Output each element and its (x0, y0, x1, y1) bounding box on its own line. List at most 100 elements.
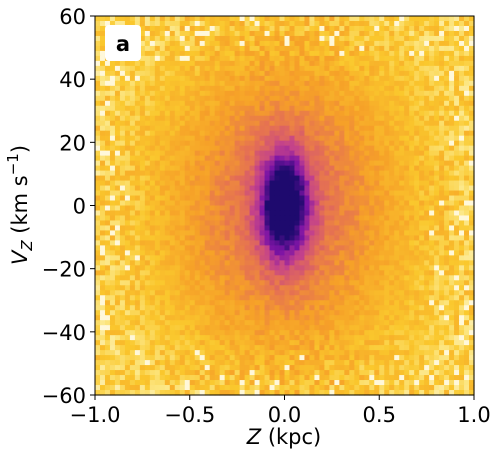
heatmap-cell (359, 265, 365, 271)
heatmap-cell (454, 65, 460, 72)
heatmap-cell (104, 135, 111, 142)
heatmap-cell (374, 255, 380, 261)
heatmap-cell (344, 230, 350, 237)
heatmap-cell (309, 190, 316, 197)
heatmap-cell (309, 90, 316, 97)
heatmap-cell (364, 290, 370, 296)
heatmap-cell (129, 220, 136, 227)
heatmap-cell (199, 325, 206, 331)
heatmap-cell (414, 180, 420, 187)
heatmap-cell (349, 215, 355, 222)
heatmap-cell (454, 95, 460, 102)
heatmap-cell (199, 335, 206, 341)
heatmap-cell (259, 280, 266, 286)
heatmap-cell (364, 16, 370, 22)
heatmap-cell (354, 175, 360, 182)
heatmap-cell (254, 305, 261, 311)
heatmap-cell (444, 55, 450, 62)
heatmap-cell (244, 105, 251, 112)
heatmap-cell (439, 290, 445, 296)
heatmap-cell (449, 245, 455, 251)
heatmap-cell (149, 110, 156, 117)
heatmap-cell (239, 200, 246, 207)
heatmap-cell (184, 105, 191, 112)
heatmap-cell (339, 170, 345, 177)
heatmap-cell (259, 70, 266, 77)
heatmap-cell (359, 275, 365, 281)
heatmap-cell (109, 85, 116, 92)
heatmap-cell (174, 260, 181, 266)
heatmap-cell (174, 80, 181, 87)
heatmap-cell (409, 150, 415, 157)
heatmap-cell (289, 20, 296, 27)
heatmap-cell (324, 160, 330, 167)
heatmap-cell (209, 155, 216, 162)
heatmap-cell (234, 170, 241, 177)
heatmap-cell (389, 40, 395, 47)
heatmap-cell (329, 155, 335, 162)
heatmap-cell (334, 280, 340, 286)
heatmap-cell (369, 110, 375, 117)
heatmap-cell (194, 100, 201, 107)
heatmap-cell (364, 240, 370, 246)
heatmap-cell (149, 85, 156, 92)
heatmap-cell (374, 175, 380, 182)
heatmap-cell (144, 100, 151, 107)
heatmap-cell (179, 335, 186, 341)
heatmap-cell (219, 290, 226, 296)
heatmap-cell (104, 75, 111, 82)
heatmap-cell (174, 195, 181, 202)
heatmap-cell (469, 20, 475, 27)
heatmap-cell (394, 105, 400, 112)
heatmap-cell (229, 320, 236, 326)
heatmap-cell (289, 290, 296, 296)
heatmap-cell (464, 205, 470, 212)
heatmap-cell (164, 50, 171, 57)
heatmap-cell (159, 16, 166, 22)
heatmap-cell (384, 295, 390, 301)
heatmap-cell (129, 290, 136, 296)
heatmap-cell (464, 70, 470, 77)
heatmap-cell (224, 130, 231, 137)
heatmap-cell (289, 150, 296, 157)
heatmap-cell (444, 290, 450, 296)
heatmap-cell (104, 130, 111, 137)
heatmap-cell (424, 50, 430, 57)
heatmap-cell (369, 200, 375, 207)
heatmap-cell (169, 85, 176, 92)
heatmap-cell (304, 280, 311, 286)
heatmap-cell (384, 90, 390, 97)
heatmap-cell (109, 160, 116, 167)
heatmap-cell (109, 140, 116, 147)
heatmap-cell (439, 80, 445, 87)
heatmap-cell (389, 75, 395, 82)
heatmap-cell (269, 75, 276, 82)
heatmap-cell (389, 85, 395, 92)
heatmap-cell (134, 150, 141, 157)
heatmap-cell (124, 205, 131, 212)
heatmap-cell (249, 150, 256, 157)
heatmap-cell (174, 280, 181, 286)
heatmap-cell (214, 190, 221, 197)
heatmap-cell (259, 310, 266, 316)
heatmap-cell (179, 165, 186, 172)
heatmap-cell (364, 160, 370, 167)
heatmap-cell (324, 205, 330, 212)
heatmap-cell (154, 95, 161, 102)
heatmap-cell (139, 270, 146, 276)
heatmap-cell (469, 320, 475, 326)
heatmap-cell (434, 195, 440, 202)
heatmap-cell (399, 305, 405, 311)
heatmap-cell (134, 180, 141, 187)
heatmap-cell (119, 16, 126, 22)
heatmap-cell (204, 160, 211, 167)
heatmap-cell (429, 40, 435, 47)
heatmap-cell (464, 105, 470, 112)
heatmap (95, 16, 475, 396)
heatmap-cell (114, 205, 121, 212)
heatmap-cell (244, 265, 251, 271)
heatmap-cell (239, 70, 246, 77)
heatmap-cell (404, 315, 410, 321)
heatmap-cell (144, 230, 151, 237)
heatmap-cell (359, 40, 365, 47)
